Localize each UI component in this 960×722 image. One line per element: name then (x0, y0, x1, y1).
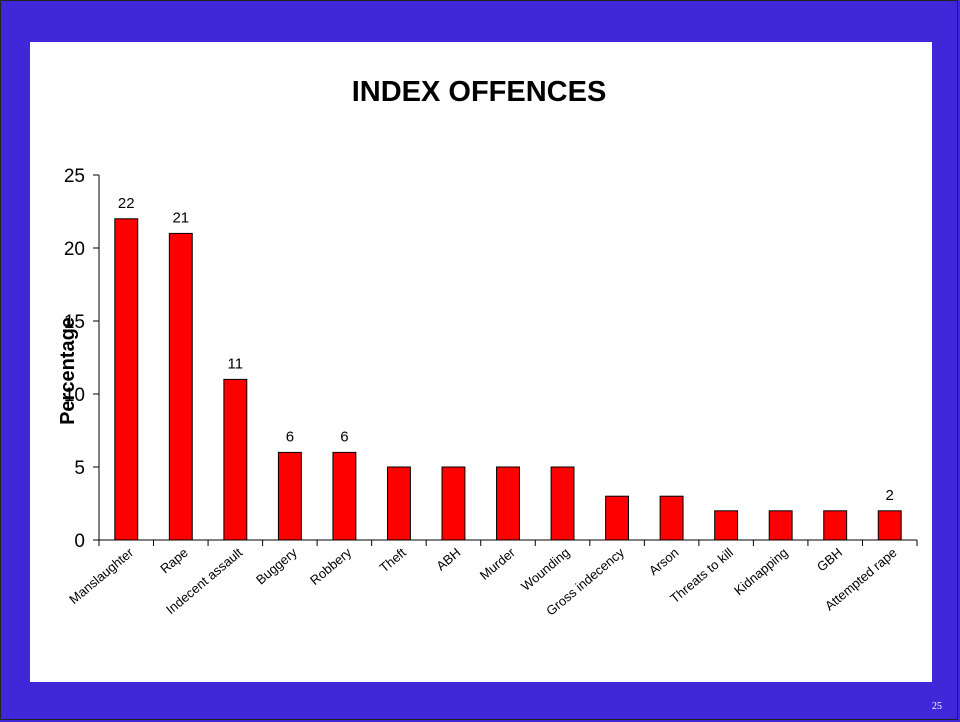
category-label: Rape (157, 545, 190, 576)
bar (223, 378, 248, 541)
data-label: 2 (886, 487, 894, 504)
bar (877, 510, 902, 541)
y-tick-label: 15 (64, 312, 85, 333)
bar (277, 451, 302, 541)
bar-chart: INDEX OFFENCES Percentage 0 5 10 15 20 25 22 Ma… (57, 76, 918, 619)
category-label: Buggery (253, 544, 300, 587)
category-label: Manslaughter (66, 544, 136, 607)
bar (441, 466, 466, 541)
category-label: Kidnapping (731, 545, 790, 598)
data-label: 6 (340, 428, 348, 445)
page-number: 25 (932, 701, 942, 712)
slide-panel: INDEX OFFENCES Percentage 0 5 10 15 20 25 22 Ma… (30, 42, 932, 682)
plot-area: 051015202522Manslaughter21Rape11Indecent… (64, 166, 918, 619)
category-label: Wounding (518, 545, 572, 594)
data-label: 6 (286, 428, 294, 445)
category-label: Arson (646, 545, 682, 578)
bar (659, 495, 684, 541)
category-label: GBH (814, 545, 845, 575)
data-label: 11 (228, 355, 244, 372)
y-tick-label: 25 (64, 166, 85, 187)
y-tick-label: 20 (64, 239, 85, 260)
bar (332, 451, 357, 541)
y-tick-label: 5 (74, 458, 85, 479)
y-tick-label: 0 (74, 531, 85, 552)
chart-title: INDEX OFFENCES (352, 76, 607, 108)
data-label: 21 (172, 209, 189, 226)
data-label: 22 (118, 195, 135, 212)
category-label: Murder (477, 544, 519, 582)
bar (114, 218, 139, 541)
y-tick-label: 10 (64, 385, 85, 406)
category-label: Robbery (307, 544, 355, 587)
y-axis-label: Percentage (57, 317, 79, 425)
bar (714, 510, 739, 541)
bar (386, 466, 411, 541)
bar (496, 466, 520, 541)
bar (768, 510, 793, 541)
bar (605, 495, 630, 541)
bar (168, 232, 193, 541)
category-label: ABH (433, 545, 463, 574)
bar (823, 510, 848, 541)
category-label: Theft (377, 545, 410, 576)
bar (550, 466, 575, 541)
